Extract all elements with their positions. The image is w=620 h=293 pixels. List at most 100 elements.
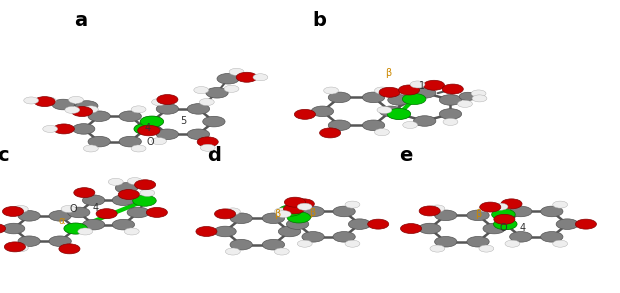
Circle shape xyxy=(298,201,312,208)
Circle shape xyxy=(275,208,289,215)
Text: β: β xyxy=(386,68,392,78)
Circle shape xyxy=(414,116,436,126)
Circle shape xyxy=(333,206,355,217)
Circle shape xyxy=(34,97,55,107)
Circle shape xyxy=(146,207,167,217)
Circle shape xyxy=(13,245,28,252)
Circle shape xyxy=(467,236,489,247)
Circle shape xyxy=(88,111,110,122)
Circle shape xyxy=(141,116,163,127)
Circle shape xyxy=(423,80,445,90)
Text: e: e xyxy=(399,146,413,165)
Circle shape xyxy=(78,228,92,235)
Circle shape xyxy=(329,92,351,103)
Circle shape xyxy=(118,190,140,200)
Circle shape xyxy=(552,201,568,208)
Circle shape xyxy=(379,87,400,97)
Circle shape xyxy=(374,129,389,136)
Circle shape xyxy=(24,97,38,104)
Circle shape xyxy=(69,96,84,103)
Circle shape xyxy=(127,207,149,218)
Circle shape xyxy=(324,129,339,136)
Circle shape xyxy=(467,210,489,221)
Circle shape xyxy=(293,199,314,209)
Circle shape xyxy=(236,72,257,82)
Circle shape xyxy=(459,92,477,100)
Circle shape xyxy=(18,211,40,221)
Circle shape xyxy=(124,228,139,235)
Circle shape xyxy=(435,236,457,247)
Circle shape xyxy=(197,137,218,147)
Circle shape xyxy=(419,206,440,216)
Circle shape xyxy=(479,245,494,252)
Circle shape xyxy=(0,224,6,234)
Circle shape xyxy=(65,106,80,113)
Circle shape xyxy=(112,219,135,230)
Circle shape xyxy=(333,231,355,242)
Circle shape xyxy=(494,219,517,230)
Text: b: b xyxy=(312,11,326,30)
Circle shape xyxy=(229,68,244,75)
Circle shape xyxy=(285,197,306,207)
Circle shape xyxy=(131,145,146,152)
Circle shape xyxy=(443,118,458,125)
Circle shape xyxy=(82,195,105,205)
Circle shape xyxy=(388,95,410,105)
Circle shape xyxy=(2,223,25,234)
Circle shape xyxy=(298,240,312,247)
Circle shape xyxy=(119,111,141,122)
Circle shape xyxy=(494,219,516,229)
Circle shape xyxy=(324,87,339,94)
Circle shape xyxy=(230,213,252,224)
Circle shape xyxy=(42,97,56,104)
Text: α: α xyxy=(59,216,65,226)
Circle shape xyxy=(319,128,340,138)
Text: 4: 4 xyxy=(93,203,99,213)
Circle shape xyxy=(225,248,241,255)
Text: β: β xyxy=(309,208,316,218)
Circle shape xyxy=(401,224,422,234)
Circle shape xyxy=(403,121,418,128)
Circle shape xyxy=(399,85,420,95)
Circle shape xyxy=(283,204,304,214)
Circle shape xyxy=(52,99,74,110)
Circle shape xyxy=(556,219,578,229)
Circle shape xyxy=(200,138,215,145)
Circle shape xyxy=(410,81,425,88)
Circle shape xyxy=(84,106,99,113)
Circle shape xyxy=(71,107,92,117)
Circle shape xyxy=(18,236,40,246)
Circle shape xyxy=(348,219,371,229)
Circle shape xyxy=(374,87,389,94)
Circle shape xyxy=(214,226,236,237)
Circle shape xyxy=(217,74,239,84)
Circle shape xyxy=(151,98,166,105)
Circle shape xyxy=(575,219,596,229)
Circle shape xyxy=(345,240,360,247)
Circle shape xyxy=(43,125,58,132)
Circle shape xyxy=(206,88,228,98)
Circle shape xyxy=(442,84,463,94)
Circle shape xyxy=(73,124,95,134)
Circle shape xyxy=(494,214,515,224)
Circle shape xyxy=(112,195,135,205)
Circle shape xyxy=(2,207,24,217)
Circle shape xyxy=(187,104,210,114)
Circle shape xyxy=(311,106,334,117)
Circle shape xyxy=(131,106,146,113)
Circle shape xyxy=(135,180,156,190)
Circle shape xyxy=(68,207,90,218)
Circle shape xyxy=(76,101,98,111)
Circle shape xyxy=(156,129,179,139)
Circle shape xyxy=(493,203,508,210)
Circle shape xyxy=(430,245,445,252)
Circle shape xyxy=(82,219,105,230)
Text: d: d xyxy=(207,146,221,165)
Circle shape xyxy=(418,223,441,234)
Circle shape xyxy=(302,231,324,242)
Circle shape xyxy=(253,74,268,81)
Circle shape xyxy=(541,206,563,217)
Circle shape xyxy=(128,178,143,185)
Circle shape xyxy=(187,129,210,139)
Circle shape xyxy=(194,86,209,93)
